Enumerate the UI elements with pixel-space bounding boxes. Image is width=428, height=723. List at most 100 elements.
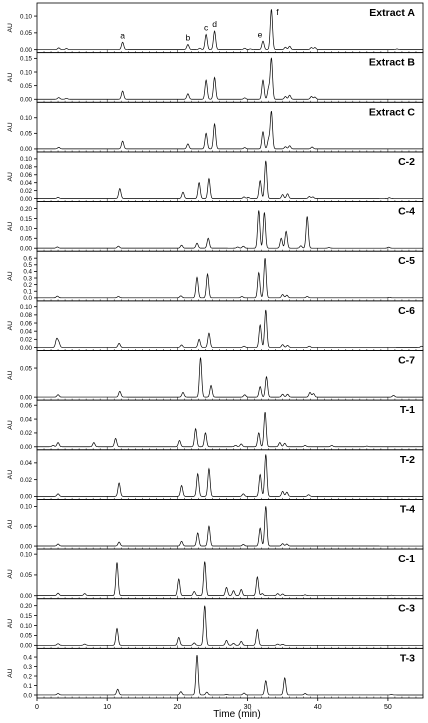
y-tick-label: 0.10	[20, 13, 33, 20]
y-tick-label: 0.05	[20, 83, 33, 90]
peak-letter: d	[212, 19, 217, 29]
y-tick-label: 0.06	[20, 403, 33, 410]
y-axis-label: AU	[7, 519, 14, 529]
chromatogram-trace	[37, 160, 423, 199]
panel-name: Extract A	[369, 7, 415, 19]
x-tick-label: 50	[384, 704, 392, 711]
chromatogram-trace	[37, 357, 423, 398]
panel-name: C-1	[398, 553, 415, 565]
y-tick-label: 0.04	[20, 416, 33, 423]
y-tick-label: 0.10	[20, 551, 33, 558]
y-tick-label: 0.05	[20, 30, 33, 37]
panel: 0.00 0.05 0.10 AU T-4	[7, 499, 424, 550]
y-tick-label: 0.05	[20, 572, 33, 579]
y-tick-label: 0.00	[20, 146, 33, 153]
y-tick-label: 0.08	[20, 312, 33, 319]
panel-name: T-4	[400, 503, 415, 515]
chromatogram-trace	[37, 57, 423, 100]
y-tick-label: 0.00	[20, 246, 33, 253]
y-tick-label: 0.02	[20, 477, 33, 484]
x-tick-label: 20	[173, 704, 181, 711]
y-tick-label: 0.06	[20, 172, 33, 179]
chromatogram-trace	[37, 110, 423, 150]
y-tick-label: 0.04	[20, 460, 33, 467]
y-tick-label: 0.00	[20, 593, 33, 600]
y-tick-label: 0.00	[20, 97, 33, 104]
y-tick-label: 0.00	[20, 543, 33, 550]
y-axis-label: AU	[7, 23, 14, 33]
y-tick-label: 0.08	[20, 164, 33, 171]
y-tick-label: 0.3	[23, 664, 32, 671]
y-axis-label: AU	[7, 73, 14, 83]
y-tick-label: 0.10	[20, 115, 33, 122]
y-tick-label: 0.5	[23, 262, 32, 269]
y-axis-label: AU	[7, 470, 14, 480]
y-axis-label: AU	[7, 371, 14, 381]
y-tick-label: 0.15	[20, 613, 33, 620]
y-tick-label: 0.15	[20, 216, 33, 223]
panel-name: Extract C	[369, 106, 416, 118]
y-axis-label: AU	[7, 321, 14, 331]
y-tick-label: 0.2	[23, 673, 32, 680]
panel-frame	[36, 647, 424, 699]
panel-name: C-3	[398, 603, 415, 615]
x-tick-label: 40	[314, 704, 322, 711]
panel-name: C-2	[398, 156, 415, 168]
panel: 0.00 0.05 0.10 0.15 AU Extract B	[7, 52, 424, 104]
peak-letter: e	[258, 29, 263, 39]
peak-letter: f	[276, 7, 279, 17]
chromatogram-trace	[37, 9, 423, 50]
peak-letter: b	[186, 33, 191, 43]
y-tick-label: 0.00	[20, 643, 33, 650]
chromatogram-trace	[37, 309, 424, 348]
chromatogram-trace	[37, 258, 423, 299]
chromatogram-trace	[37, 210, 423, 249]
y-axis-label: AU	[7, 668, 14, 678]
y-axis-label: AU	[7, 172, 14, 182]
y-tick-label: 0.4	[23, 654, 32, 661]
y-tick-label: 0.05	[20, 633, 33, 640]
y-tick-label: 0.05	[20, 524, 33, 531]
x-tick-label: 0	[35, 704, 39, 711]
y-tick-label: 0.1	[23, 683, 32, 690]
panel-name: C-5	[398, 255, 415, 267]
y-axis-label: AU	[7, 420, 14, 430]
y-tick-label: 0.05	[20, 131, 33, 138]
y-tick-label: 0.02	[20, 430, 33, 437]
y-tick-label: 0.00	[20, 394, 33, 401]
y-tick-label: 0.3	[23, 275, 32, 282]
panel-group: 0.00 0.05 0.10 AU Extract A a b c d e f 0.00 0.05 0.1…	[7, 2, 424, 699]
panel: 0.00.10.20.30.40.50.6 AU C-5	[7, 250, 424, 302]
x-axis: 0 10 20 30 40 50	[35, 698, 392, 711]
panel: 0.0 0.1 0.2 0.3 0.4 AU T-3	[7, 647, 424, 699]
y-tick-label: 0.2	[23, 282, 32, 289]
chromatogram-trace	[37, 605, 423, 646]
y-tick-label: 0.00	[20, 196, 33, 203]
chromatogram-trace	[37, 561, 423, 597]
y-tick-label: 0.20	[20, 206, 33, 213]
y-tick-label: 0.0	[23, 692, 32, 699]
y-tick-label: 0.02	[20, 188, 33, 195]
peak-letter: c	[204, 23, 209, 33]
panel-name: C-7	[398, 355, 415, 367]
y-axis-label: AU	[7, 222, 14, 232]
y-tick-label: 0.00	[20, 345, 33, 352]
y-tick-label: 0.0	[23, 295, 32, 302]
chromatogram-trace	[37, 655, 423, 696]
y-axis-label: AU	[7, 569, 14, 579]
y-axis-label: AU	[7, 122, 14, 132]
y-tick-label: 0.10	[20, 504, 33, 511]
y-tick-label: 0.00	[20, 494, 33, 501]
y-axis-label: AU	[7, 271, 14, 281]
panel-name: T-2	[400, 454, 415, 466]
panel: 0.00 0.05 0.10 0.15 0.20 AU C-4	[7, 201, 424, 253]
y-tick-label: 0.1	[23, 289, 32, 296]
panel-name: Extract B	[369, 57, 416, 69]
chromatogram-trace	[37, 412, 423, 448]
y-tick-label: 0.00	[20, 444, 33, 451]
y-tick-label: 0.4	[23, 269, 32, 276]
chromatogram-trace	[37, 454, 423, 497]
peak-letter: a	[120, 30, 125, 40]
panel: 0.00 0.05 0.10 AU Extract C	[7, 101, 424, 153]
